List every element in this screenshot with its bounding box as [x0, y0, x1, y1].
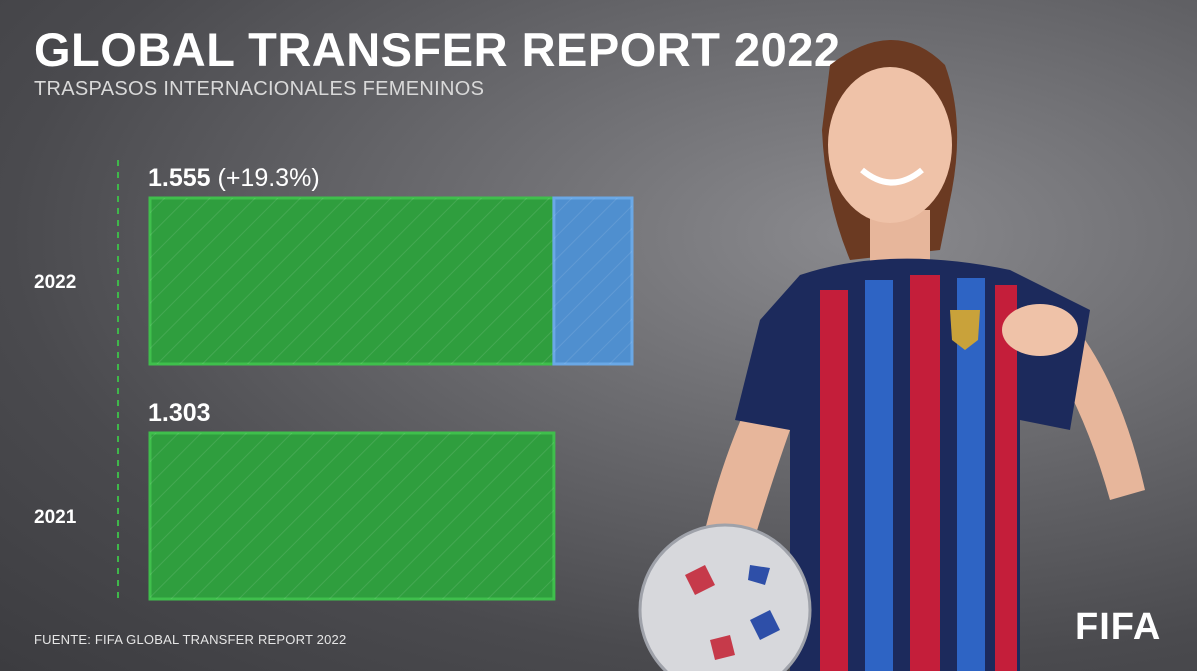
- player-photo: [638, 40, 1145, 671]
- category-label-2022: 2022: [34, 272, 76, 293]
- data-label-2021: 1.303: [148, 399, 211, 427]
- page-title: GLOBAL TRANSFER REPORT 2022: [34, 23, 841, 76]
- source-note: FUENTE: FIFA GLOBAL TRANSFER REPORT 2022: [34, 632, 347, 647]
- fifa-logo: FIFA: [1075, 606, 1162, 648]
- bar-hatch-2021-segment-1: [150, 433, 554, 599]
- bar-hatch-2022-segment-1: [150, 198, 554, 364]
- page-subtitle: TRASPASOS INTERNACIONALES FEMENINOS: [34, 78, 485, 100]
- bar-hatch-2022-segment-2: [553, 198, 632, 364]
- category-label-2021: 2021: [34, 507, 77, 528]
- data-label-2022: 1.555 (+19.3%): [148, 164, 320, 192]
